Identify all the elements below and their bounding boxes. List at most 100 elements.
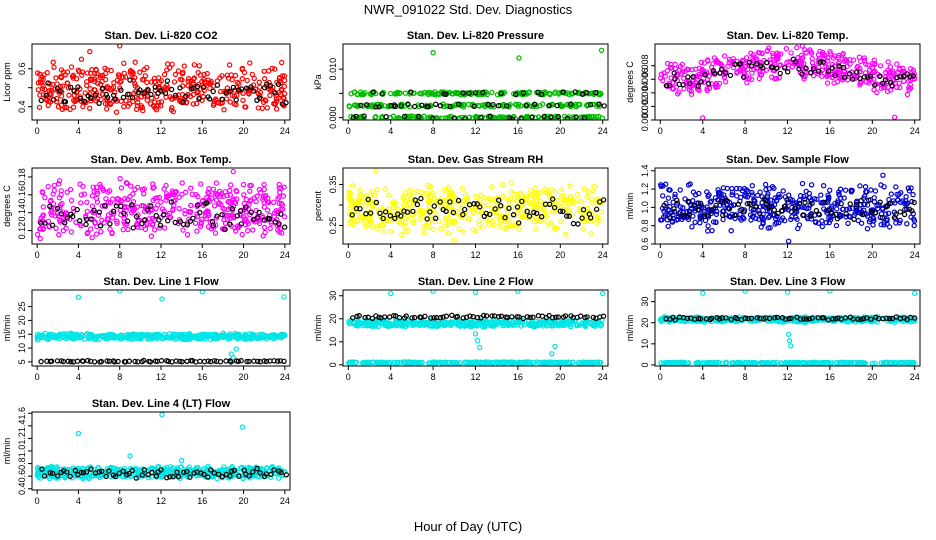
data-point [211,203,218,209]
data-point [587,320,593,327]
data-point [124,218,131,224]
data-point [78,223,84,229]
data-point [870,222,876,228]
data-point [663,82,670,89]
y-tick-label: 0.14 [17,204,27,222]
data-point [118,98,125,104]
data-point [46,88,52,94]
data-point [239,75,245,82]
data-point [598,91,604,97]
y-tick-label: 20 [328,314,338,324]
data-point [122,221,128,227]
data-point [461,318,467,324]
data-point [242,104,248,110]
data-point [57,88,63,94]
data-point [509,314,515,320]
data-point [580,206,587,213]
data-point [832,72,838,79]
data-point [843,57,850,64]
data-point [256,209,262,216]
data-point [229,76,235,83]
data-point [382,186,388,192]
data-point [699,66,705,73]
data-point [460,201,466,208]
data-points [658,172,918,244]
data-point [244,77,250,84]
data-point [282,77,288,84]
data-point [799,204,805,210]
x-tick-label: 24 [280,126,290,136]
data-point [498,202,504,209]
data-point [757,189,763,195]
data-point [393,323,399,329]
data-point [767,213,773,219]
data-point [234,79,240,86]
panel-title: Stan. Dev. Li-820 Temp. [727,30,849,42]
data-point [181,207,188,214]
data-point [825,207,832,214]
data-point [414,201,421,208]
data-points [346,47,607,120]
data-point [558,218,564,225]
data-point [430,196,437,202]
data-point [375,359,382,366]
data-point [53,75,59,81]
data-point [587,101,594,108]
data-point [454,313,461,320]
series-hourly [38,357,287,365]
data-point [100,187,107,194]
data-point [586,114,593,120]
data-point [549,315,556,321]
data-point [401,202,407,208]
plot-frame [31,167,291,245]
data-point [730,56,736,62]
data-point [680,204,686,211]
data-point [507,115,513,120]
data-point [80,103,86,110]
x-tick-label: 0 [35,126,40,136]
data-point [408,89,414,95]
data-point [177,85,183,91]
x-tick-label: 12 [470,250,480,260]
data-point [254,193,260,199]
data-point [158,87,164,94]
data-point [416,209,422,215]
data-point [871,218,877,224]
data-point [509,116,515,120]
data-point [530,322,536,328]
data-point [207,85,213,91]
data-point [530,314,536,320]
data-point [235,358,241,365]
data-point [546,190,552,197]
data-point [687,208,693,215]
data-point [809,55,816,62]
x-tick-label: 16 [825,126,835,136]
data-point [808,69,814,76]
data-point [545,221,552,227]
data-point [667,82,673,89]
data-point [723,211,729,218]
data-point [132,358,138,365]
y-tick-label: 0.35 [328,176,338,194]
data-point [531,209,537,216]
data-point [861,55,868,61]
data-point [425,103,431,110]
data-point [546,90,553,97]
series-hourly [663,56,916,89]
data-point [504,115,510,120]
data-point [662,73,669,79]
data-point [128,202,135,208]
x-tick-label: 0 [658,126,663,136]
data-point [569,212,575,218]
data-point [849,187,855,194]
data-point [381,228,387,235]
data-point [107,221,113,227]
series-hourly [38,199,288,233]
data-point [118,203,124,209]
data-point [672,76,678,82]
data-point [541,113,547,120]
data-point [234,213,240,219]
data-point [490,101,496,108]
data-point [460,315,466,321]
data-point [97,223,104,229]
